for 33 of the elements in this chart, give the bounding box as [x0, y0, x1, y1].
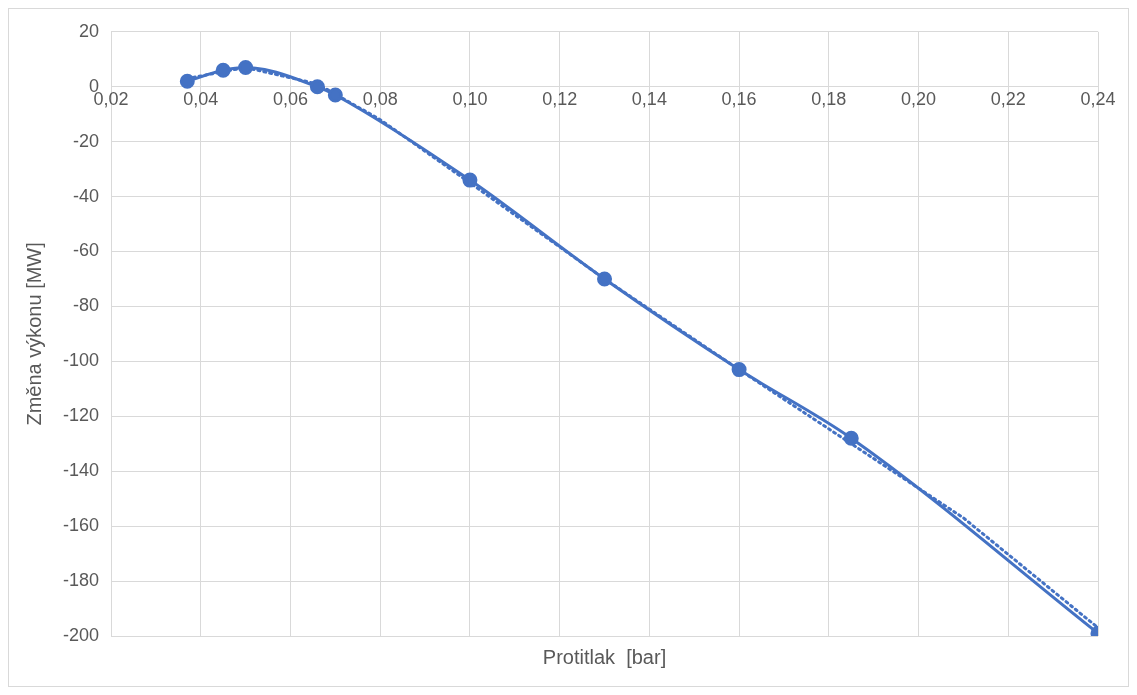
- point: [597, 271, 613, 287]
- x-tick-label: 0,06: [272, 89, 308, 110]
- point: [238, 60, 254, 75]
- y-tick-label: -200: [63, 624, 100, 645]
- x-tick-label: 0,12: [542, 89, 578, 110]
- y-tick-label: -160: [63, 515, 100, 536]
- x-tick-label: 0,04: [183, 89, 219, 110]
- x-tick-label: 0,08: [362, 89, 398, 110]
- point: [327, 87, 343, 103]
- x-tick-label: 0,10: [452, 89, 488, 110]
- point: [179, 73, 195, 89]
- point: [731, 362, 747, 378]
- y-tick-label: 20: [79, 20, 100, 41]
- x-tick-label: 0,18: [811, 89, 847, 110]
- x-tick-label: 0,16: [721, 89, 757, 110]
- point: [215, 62, 231, 78]
- x-tick-label: 0,24: [1080, 89, 1116, 110]
- x-tick-label: 0,22: [990, 89, 1026, 110]
- point: [309, 79, 325, 95]
- y-axis-title: Změna výkonu [MW]: [22, 242, 45, 426]
- y-tick-label: -40: [73, 185, 100, 206]
- x-axis-title: Protitlak [bar]: [542, 645, 667, 668]
- x-tick-label: 0,20: [901, 89, 937, 110]
- y-tick-label: -60: [73, 240, 100, 261]
- x-tick-label: 0,14: [631, 89, 667, 110]
- point: [462, 172, 478, 188]
- y-tick-label: -20: [73, 130, 100, 151]
- y-tick-label: -120: [63, 405, 100, 426]
- point: [843, 430, 859, 446]
- y-tick-label: -80: [73, 295, 100, 316]
- y-tick-label: -180: [63, 570, 100, 591]
- y-tick-label: -100: [63, 350, 100, 371]
- y-tick-label: -140: [63, 460, 100, 481]
